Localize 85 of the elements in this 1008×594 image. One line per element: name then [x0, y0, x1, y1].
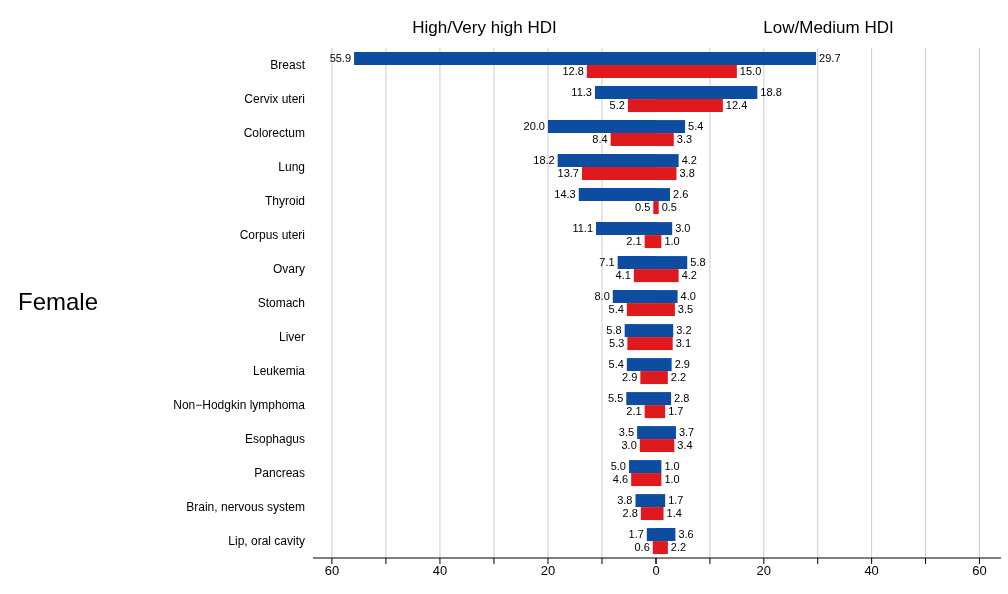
data-label: 4.2: [681, 269, 697, 282]
data-label: 2.8: [622, 507, 638, 520]
data-label: 1.7: [668, 494, 684, 507]
x-tick-label: 60: [324, 563, 340, 579]
y-tick-label: Breast: [270, 58, 306, 73]
data-label: 18.8: [760, 86, 782, 99]
data-label: 29.7: [819, 52, 841, 65]
data-label: 3.4: [677, 439, 693, 452]
data-label: 5.4: [608, 358, 624, 371]
data-label: 2.9: [622, 371, 638, 384]
data-label: 1.4: [666, 507, 682, 520]
data-label: 1.7: [628, 528, 644, 541]
data-label: 2.1: [626, 405, 642, 418]
data-label: 4.6: [612, 473, 629, 486]
data-label: 11.1: [572, 222, 594, 235]
y-tick-label: Esophagus: [244, 432, 305, 447]
data-label: 5.8: [690, 256, 706, 269]
y-tick-label: Pancreas: [254, 466, 305, 481]
data-label: 5.8: [606, 324, 622, 337]
data-label: 5.4: [608, 303, 624, 316]
data-label: 3.0: [621, 439, 637, 452]
data-label: 0.5: [635, 201, 651, 214]
data-label: 5.2: [609, 99, 625, 112]
data-label: 1.0: [664, 235, 680, 248]
x-tick-label: 20: [756, 563, 772, 579]
x-tick-label: 0: [652, 563, 660, 579]
data-label: 13.7: [557, 167, 579, 180]
data-label: 2.9: [674, 358, 690, 371]
y-tick-label: Brain, nervous system: [186, 500, 305, 515]
data-label: 4.2: [681, 154, 697, 167]
data-label: 2.2: [670, 541, 687, 554]
data-label: 3.8: [617, 494, 633, 507]
data-label: 1.7: [668, 405, 684, 418]
data-label: 3.3: [676, 133, 693, 146]
data-label: 3.1: [675, 337, 692, 350]
data-label: 2.8: [674, 392, 690, 405]
x-tick-label: 60: [972, 563, 987, 579]
y-tick-label: Ovary: [272, 262, 305, 277]
data-label: 15.0: [739, 65, 762, 78]
data-label: 3.5: [618, 426, 635, 439]
y-axis-title: Female: [18, 288, 99, 316]
data-label: 12.8: [562, 65, 584, 78]
data-label: 3.8: [679, 167, 695, 180]
data-label: 18.2: [533, 154, 555, 167]
chart-title: High/Very high HDI: [411, 18, 558, 38]
x-tick-label: 40: [432, 563, 448, 579]
data-label: 1.0: [664, 460, 680, 473]
data-label: 5.4: [688, 120, 704, 133]
data-label: 8.4: [592, 133, 608, 146]
data-label: 14.3: [554, 188, 576, 201]
data-label: 3.5: [677, 303, 694, 316]
data-label: 20.0: [523, 120, 545, 133]
data-label: 2.2: [670, 371, 687, 384]
y-tick-label: Leukemia: [252, 364, 306, 379]
y-tick-label: Colorectum: [243, 126, 305, 141]
data-label: 5.3: [609, 337, 625, 350]
data-label: 3.6: [678, 528, 694, 541]
data-label: 7.1: [599, 256, 615, 269]
data-label: 5.5: [607, 392, 624, 405]
data-label: 3.7: [678, 426, 695, 439]
chart-title: Low/Medium HDI: [762, 18, 895, 38]
x-tick-label: 20: [540, 563, 556, 579]
y-tick-label: Liver: [278, 330, 305, 345]
data-label: 11.3: [571, 86, 592, 99]
data-label: 4.0: [680, 290, 696, 303]
y-tick-label: Corpus uteri: [239, 228, 305, 243]
data-label: 0.5: [661, 201, 677, 214]
y-tick-label: Stomach: [257, 296, 305, 311]
data-label: 5.0: [610, 460, 626, 473]
data-label: 3.0: [675, 222, 691, 235]
data-label: 1.0: [664, 473, 680, 486]
y-tick-label: Lung: [278, 160, 305, 175]
data-label: 8.0: [594, 290, 610, 303]
data-label: 0.6: [634, 541, 650, 554]
y-tick-label: Non−Hodgkin lymphoma: [173, 398, 306, 413]
data-label: 3.2: [676, 324, 692, 337]
data-label: 2.6: [673, 188, 689, 201]
data-label: 55.9: [329, 52, 352, 65]
y-tick-label: Lip, oral cavity: [228, 534, 305, 549]
data-label: 2.1: [626, 235, 642, 248]
y-tick-label: Thyroid: [264, 194, 305, 209]
data-label: 4.1: [615, 269, 631, 282]
x-tick-label: 40: [864, 563, 879, 579]
data-label: 12.4: [725, 99, 748, 112]
y-tick-label: Cervix uteri: [244, 92, 305, 107]
